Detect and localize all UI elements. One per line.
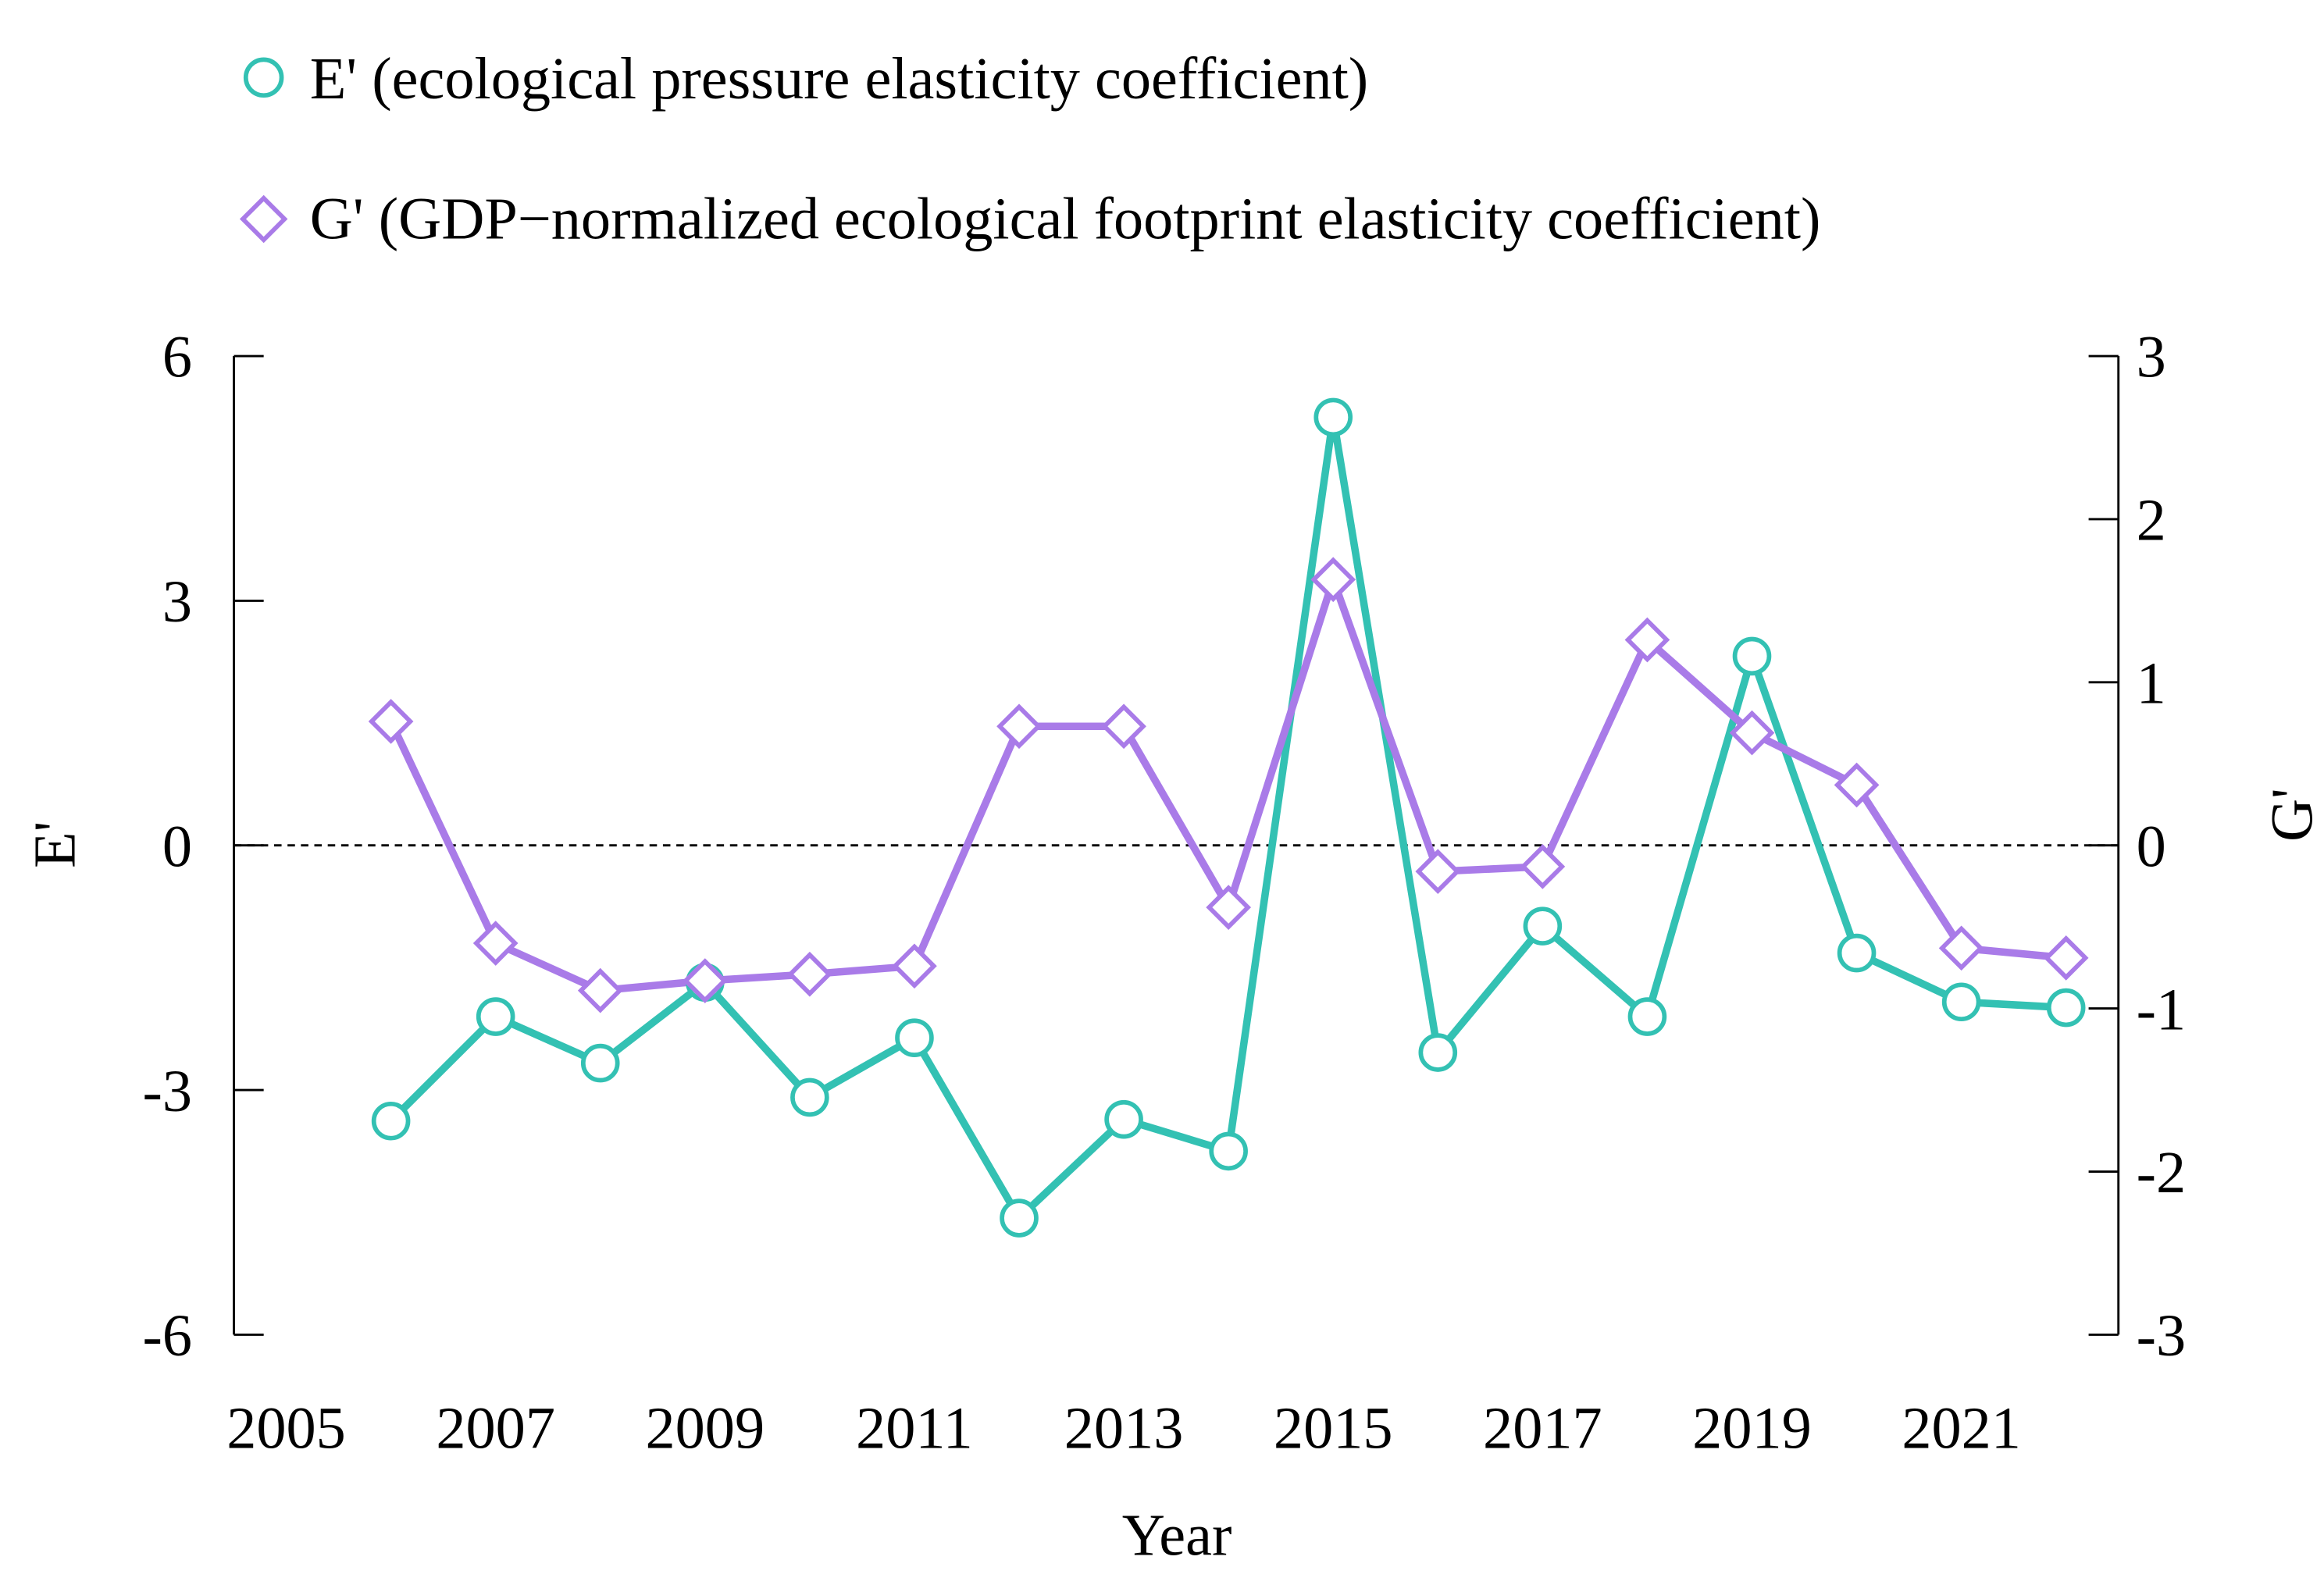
x-tick-label: 2005 (226, 1394, 346, 1461)
x-tick-label: 2019 (1692, 1394, 1812, 1461)
y-right-tick-label: 1 (2137, 650, 2166, 717)
y-left-tick-label: -3 (143, 1058, 193, 1124)
data-point-e (1418, 1033, 1458, 1072)
y-left-tick-label: 6 (162, 324, 192, 390)
x-tick-label: 2011 (856, 1394, 973, 1461)
data-point-e (2046, 988, 2086, 1028)
y-right-tick-label: -1 (2137, 976, 2187, 1042)
y-right-tick-label: 3 (2137, 324, 2166, 390)
legend-label-e: E' (ecological pressure elasticity coeff… (310, 45, 1368, 112)
x-tick-label: 2015 (1274, 1394, 1393, 1461)
data-point-g (787, 951, 832, 997)
y-right-tick-label: 2 (2137, 487, 2166, 554)
y-right-tick-label: 0 (2137, 813, 2166, 879)
data-point-g (1834, 762, 1880, 808)
data-point-g (1938, 925, 1984, 971)
y-left-tick-label: -6 (143, 1302, 193, 1369)
data-point-g (472, 921, 519, 966)
data-point-g (1415, 849, 1461, 894)
y-axis-label-right: G' (2259, 788, 2324, 842)
legend-marker-diamond (239, 194, 288, 244)
y-right-tick-label: -2 (2137, 1139, 2187, 1206)
data-point-g (682, 958, 728, 1003)
x-axis-label: Year (1122, 1502, 1232, 1569)
data-point-e (1941, 982, 1981, 1022)
marks (368, 397, 2089, 1238)
data-point-g (996, 703, 1042, 750)
data-point-e (476, 997, 515, 1036)
data-point-g (1520, 844, 1566, 889)
x-tick-label: 2013 (1064, 1394, 1184, 1461)
y-axis-label-left: E' (21, 821, 87, 868)
data-point-e (1000, 1199, 1039, 1238)
data-point-e (1627, 997, 1667, 1036)
legend: E' (ecological pressure elasticity coeff… (239, 45, 1821, 251)
data-point-g (1310, 557, 1356, 603)
data-point-e (790, 1077, 829, 1117)
x-tick-label: 2017 (1483, 1394, 1602, 1461)
data-point-e (371, 1101, 411, 1141)
y-left-tick-label: 3 (162, 568, 192, 635)
legend-label-g: G' (GDP−normalized ecological footprint … (310, 185, 1821, 251)
data-point-g (1729, 710, 1775, 756)
data-point-g (1206, 885, 1252, 930)
y-left-tick-label: 0 (162, 813, 192, 879)
axes: 6 3 0 -3 -6 3 2 1 0 -1 -2 -3 2005 2007 2009 2011 2013 201… (143, 324, 2187, 1462)
data-point-g (577, 967, 623, 1013)
data-point-g (1101, 703, 1146, 750)
data-point-g (2043, 935, 2089, 981)
x-tick-label: 2009 (646, 1394, 765, 1461)
x-tick-label: 2007 (436, 1394, 555, 1461)
data-point-e (580, 1043, 620, 1083)
data-point-e (895, 1018, 934, 1058)
series-line-e (388, 413, 2066, 1222)
data-point-e (1209, 1131, 1248, 1171)
y-right-tick-label: -3 (2137, 1302, 2187, 1369)
data-point-e (1313, 397, 1353, 437)
data-point-e (1732, 636, 1772, 676)
x-tick-label: 2021 (1902, 1394, 2021, 1461)
data-point-g (368, 699, 414, 744)
data-point-e (1837, 933, 1877, 973)
data-point-e (1523, 906, 1563, 946)
data-point-g (1624, 617, 1670, 663)
data-point-g (892, 943, 937, 989)
legend-marker-circle (243, 57, 284, 98)
data-point-e (1104, 1099, 1143, 1139)
